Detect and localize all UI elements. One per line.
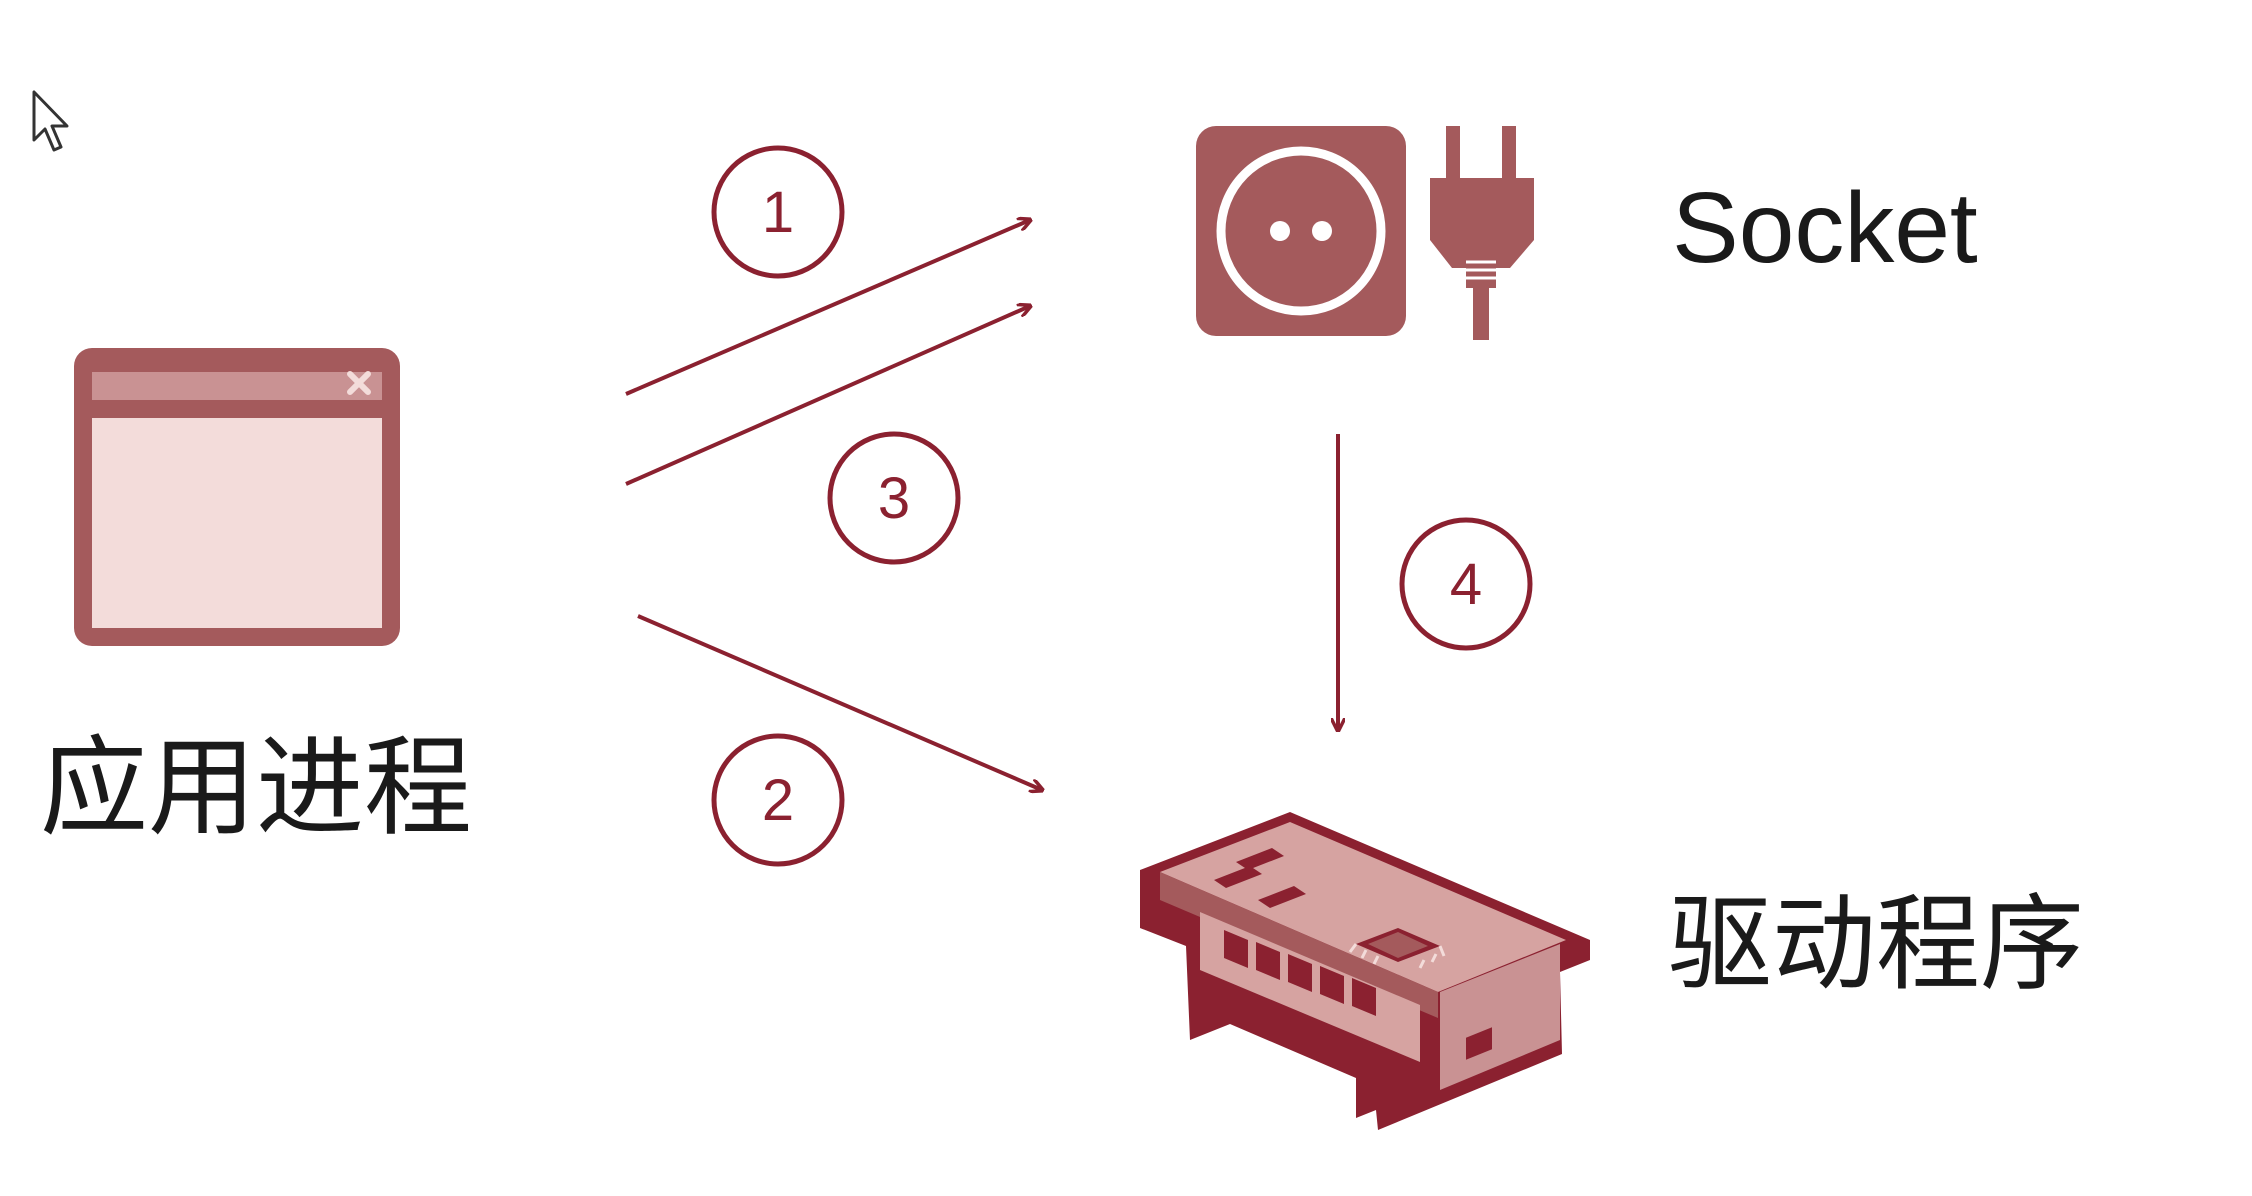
power-socket-plug-icon [1196,126,1534,340]
step-number: 2 [762,768,794,833]
arrow-step-3 [625,306,1030,486]
driver-label: 驱动程序 [1668,883,2085,1005]
close-icon [347,371,371,395]
step-badge-1: 1 [711,145,845,279]
arrow-step-2 [637,614,1042,790]
step-badge-4: 4 [1399,517,1533,651]
arrow-step-1 [625,220,1030,396]
step-badge-2: 2 [711,733,845,867]
mouse-cursor-icon [32,90,69,152]
step-number: 3 [878,466,910,531]
socket-label: Socket [1672,172,1978,284]
step-number: 4 [1450,552,1482,617]
step-badge-3: 3 [827,431,961,565]
step-number: 1 [762,180,794,245]
window-icon [74,348,400,646]
app-process-label: 应用进程 [40,726,473,851]
network-card-icon [1140,812,1590,1130]
